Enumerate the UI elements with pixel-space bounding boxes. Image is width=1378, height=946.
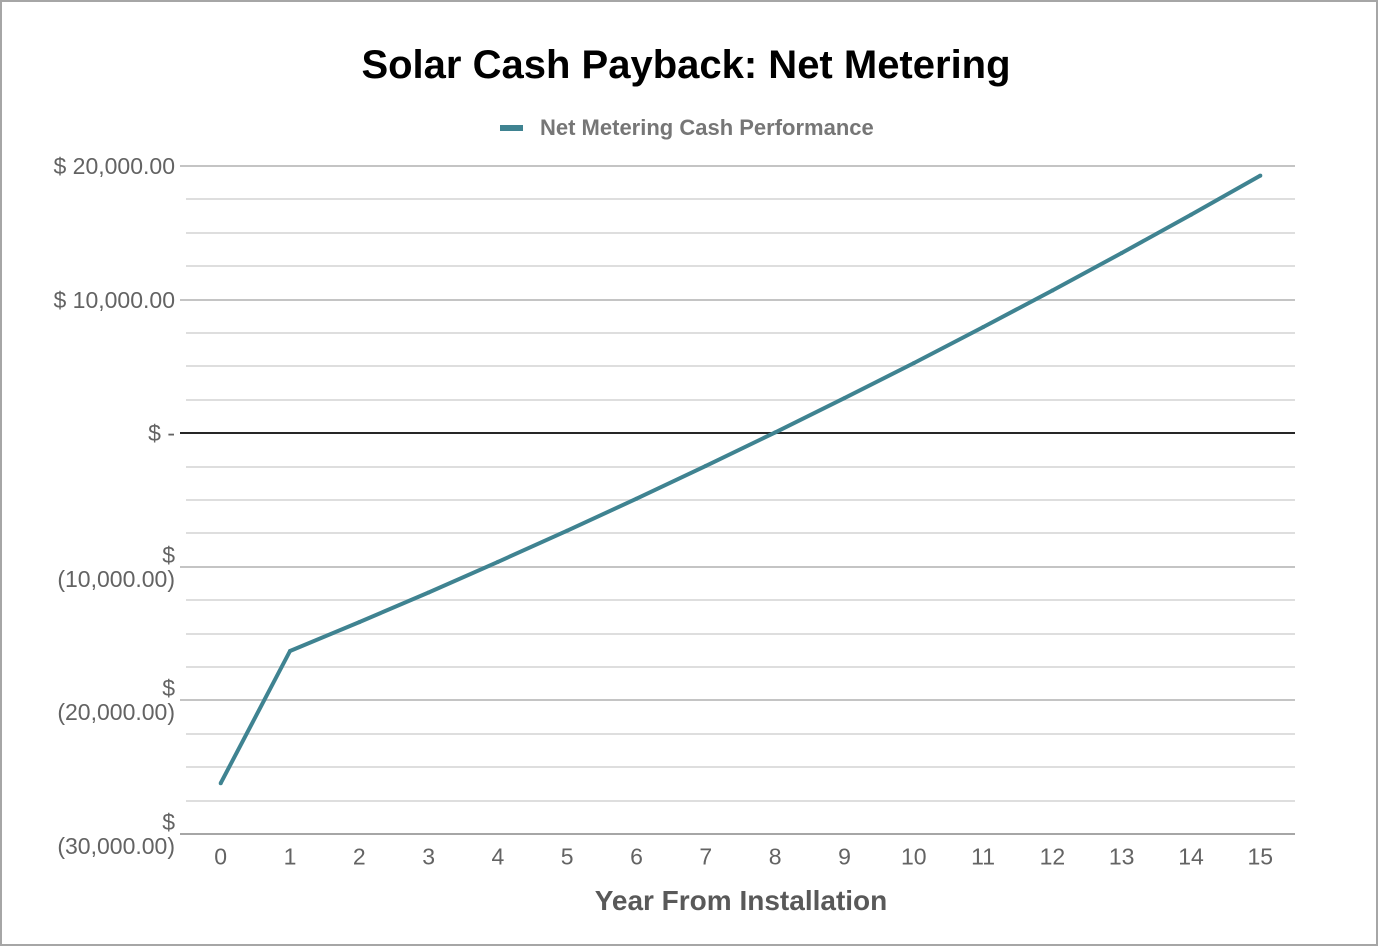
data-point [565,528,570,533]
x-tick-label: 6 [630,843,643,870]
data-point [1258,173,1263,178]
x-tick-label: 10 [901,843,927,870]
data-point [357,620,362,625]
x-axis-title: Year From Installation [594,885,888,916]
x-tick-label: 3 [422,843,435,870]
data-point [1189,212,1193,217]
data-point [1119,251,1124,255]
y-tick-label: $ 20,000.00 [53,153,175,179]
x-tick-label: 4 [491,843,505,870]
legend-line-swatch [500,125,523,131]
x-tick-label: 9 [838,843,851,870]
x-tick-label: 1 [283,843,297,870]
data-point [1050,288,1055,293]
data-point [773,430,778,435]
data-point [911,361,916,366]
legend: Net Metering Cash Performance [500,117,874,139]
y-tick-label: $ (10,000.00) [57,541,175,592]
data-point [288,649,292,653]
data-point [426,590,431,595]
x-tick-label: 15 [1247,843,1274,870]
data-point [495,559,500,564]
data-point [981,325,986,330]
y-tick-label: $ - [148,420,175,447]
x-tick-label: 11 [971,843,996,870]
y-tick-label: $ 10,000.00 [53,286,175,313]
x-tick-label: 14 [1178,843,1204,870]
legend-label: Net Metering Cash Performance [540,115,874,140]
data-point [842,396,847,401]
data-point [703,463,708,468]
data-point [634,496,639,501]
x-tick-label: 5 [560,843,574,870]
x-tick-label: 13 [1108,843,1135,870]
y-tick-label: $ (20,000.00) [57,675,175,726]
x-tick-label: 8 [768,843,782,870]
data-point [218,781,223,786]
x-tick-label: 7 [699,843,713,870]
x-tick-label: 0 [214,843,228,870]
x-tick-label: 12 [1039,843,1066,870]
y-tick-label: $ (30,000.00) [57,809,175,859]
chart-title: Solar Cash Payback: Net Metering [361,43,1011,87]
x-tick-label: 2 [352,843,366,870]
series-line [218,173,1262,785]
